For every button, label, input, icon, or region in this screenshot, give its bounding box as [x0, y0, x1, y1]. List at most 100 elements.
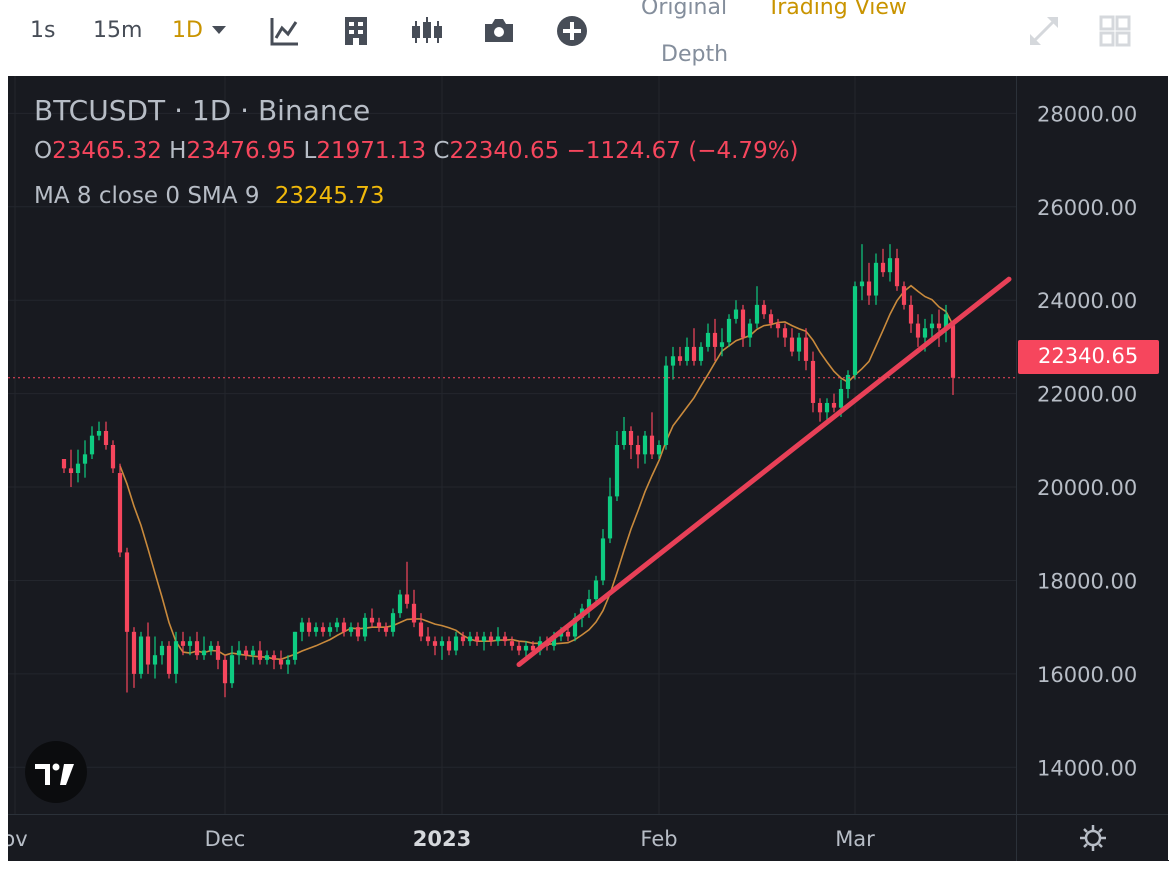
candlestick-chart[interactable]	[8, 76, 1016, 814]
candle-body	[369, 617, 375, 623]
candle	[621, 416, 627, 450]
candle-body	[327, 627, 333, 632]
candle	[901, 281, 907, 310]
candle-body	[474, 636, 480, 642]
layout-icon[interactable]	[1098, 14, 1132, 48]
view-original-tab[interactable]: Original	[641, 0, 728, 20]
window-edge	[1168, 76, 1172, 860]
candle-body	[509, 641, 515, 646]
title-separator: ·	[174, 94, 183, 127]
chart-title: BTCUSDT · 1D · Binance	[34, 94, 370, 127]
candle-body	[698, 346, 704, 361]
expand-icon[interactable]	[1027, 14, 1061, 48]
chart-plot-area[interactable]: BTCUSDT · 1D · Binance O23465.32 H23476.…	[8, 76, 1016, 814]
candle-body	[705, 332, 711, 347]
candle-body	[292, 631, 298, 660]
candle-body	[593, 580, 599, 600]
candle-body	[320, 627, 326, 632]
candle-body	[194, 641, 200, 656]
tradingview-logo[interactable]	[24, 740, 88, 804]
candle	[208, 641, 214, 656]
candle	[117, 463, 123, 558]
candle	[201, 636, 207, 660]
candle	[908, 295, 914, 333]
candles-icon[interactable]	[410, 14, 444, 48]
candle	[467, 631, 473, 646]
candle	[789, 328, 795, 357]
candle	[418, 613, 424, 642]
candle	[691, 328, 697, 366]
candle	[761, 300, 767, 319]
candle	[593, 575, 599, 604]
candle-body	[117, 473, 123, 553]
candle	[425, 627, 431, 646]
time-axis[interactable]: ov Dec 2023 Feb Mar	[2, 814, 1016, 861]
candle-body	[173, 641, 179, 674]
candle-body	[467, 636, 473, 642]
candle-body	[208, 645, 214, 651]
candle	[432, 636, 438, 656]
candle	[943, 304, 949, 343]
candle-body	[565, 631, 571, 637]
candle-body	[677, 356, 683, 361]
indicator-icon[interactable]	[268, 14, 302, 48]
candle	[96, 421, 102, 441]
price-axis[interactable]: 14000.00 16000.00 18000.00 20000.00 22000.00…	[1016, 76, 1169, 814]
candle-body	[803, 337, 809, 361]
candle	[873, 253, 879, 305]
candle-body	[131, 631, 137, 674]
candle	[698, 342, 704, 366]
view-tradingview-tab[interactable]: Trading View	[767, 0, 907, 20]
candle-body	[355, 627, 361, 637]
candle	[82, 440, 88, 478]
open-label: O	[34, 138, 53, 164]
candle-body	[376, 622, 382, 628]
high-value: 23476.95	[186, 138, 297, 164]
candle-body	[285, 659, 291, 665]
candle	[831, 393, 837, 413]
candle	[796, 332, 802, 361]
high-label: H	[169, 138, 187, 164]
candle	[299, 617, 305, 642]
candle	[670, 346, 676, 380]
candle	[649, 412, 655, 460]
candle-body	[943, 314, 949, 329]
candle-body	[397, 594, 403, 614]
chevron-down-icon[interactable]	[207, 18, 231, 42]
chart-toolbar: 1s 15m 1D Original Trading View Depth	[0, 0, 1172, 76]
candle	[264, 650, 270, 665]
candle-body	[635, 445, 641, 455]
candle	[292, 631, 298, 665]
price-tick-label: 28000.00	[1037, 102, 1137, 126]
candle-body	[299, 622, 305, 632]
candle	[138, 631, 144, 679]
candle	[243, 645, 249, 660]
interval-15m[interactable]: 15m	[93, 18, 143, 43]
chart-style-icon[interactable]	[339, 14, 373, 48]
candle	[719, 328, 725, 357]
candle-body	[761, 304, 767, 315]
candle-body	[523, 645, 529, 651]
close-value: 22340.65	[449, 138, 560, 164]
interval-1s[interactable]: 1s	[30, 18, 56, 43]
candle-body	[201, 650, 207, 656]
candle	[278, 650, 284, 670]
add-icon[interactable]	[555, 14, 589, 48]
candle	[306, 617, 312, 637]
candle	[817, 398, 823, 422]
candle	[194, 631, 200, 660]
candle-body	[222, 659, 228, 684]
time-tick-label: Dec	[205, 827, 246, 851]
candle	[152, 636, 158, 679]
candle-body	[901, 286, 907, 305]
candle-body	[516, 645, 522, 651]
camera-icon[interactable]	[482, 14, 516, 48]
candle-body	[915, 323, 921, 338]
view-depth-tab[interactable]: Depth	[661, 42, 729, 67]
candle	[747, 318, 753, 347]
interval-1d[interactable]: 1D	[172, 18, 203, 43]
settings-icon[interactable]	[1078, 823, 1108, 853]
low-value: 21971.13	[316, 138, 427, 164]
ma-value: 23245.73	[274, 183, 385, 209]
candle-body	[488, 636, 494, 642]
